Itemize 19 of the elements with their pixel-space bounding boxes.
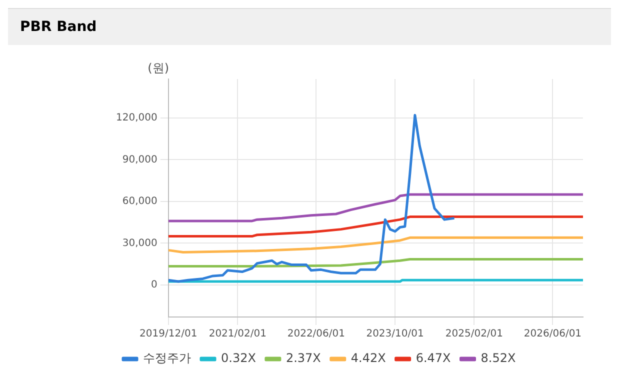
x-tick-label: 2022/06/01 bbox=[287, 328, 345, 340]
y-axis-title: (원) bbox=[148, 61, 170, 76]
chart-title: PBR Band bbox=[8, 8, 611, 45]
legend-label: 2.37X bbox=[286, 351, 321, 366]
legend-label: 수정주가 bbox=[143, 351, 191, 366]
x-tick-label: 2019/12/01 bbox=[140, 328, 198, 340]
y-tick-label: 90,000 bbox=[122, 154, 158, 166]
y-tick-label: 120,000 bbox=[116, 112, 158, 124]
x-tick-label: 2026/06/01 bbox=[524, 328, 582, 340]
y-tick-label: 0 bbox=[150, 280, 158, 291]
y-tick-label: 60,000 bbox=[122, 196, 158, 208]
x-tick-label: 2023/10/01 bbox=[366, 328, 424, 340]
x-tick-label: 2025/02/01 bbox=[445, 328, 504, 340]
legend-label: 8.52X bbox=[480, 351, 516, 366]
legend-label: 6.47X bbox=[416, 351, 451, 366]
y-tick-label: 30,000 bbox=[122, 238, 158, 249]
legend-label: 0.32X bbox=[221, 351, 256, 366]
legend-label: 4.42X bbox=[350, 351, 386, 366]
x-tick-label: 2021/02/01 bbox=[208, 328, 266, 340]
